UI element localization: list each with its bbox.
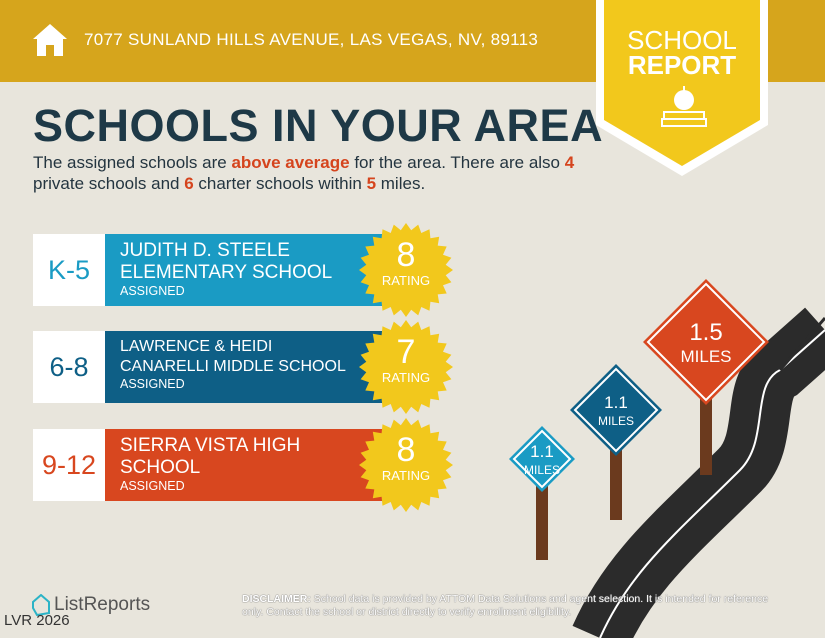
apple-books-icon [661, 86, 707, 127]
rating: 7 RATING [381, 333, 431, 385]
school-info: JUDITH D. STEELE ELEMENTARY SCHOOL ASSIG… [105, 234, 395, 306]
sign-value: 1.5 [689, 319, 722, 346]
rating-starburst [359, 418, 453, 512]
school-status: ASSIGNED [120, 377, 185, 391]
school-name: SIERRA VISTA HIGH SCHOOL [120, 435, 301, 478]
school-row: K-5 JUDITH D. STEELE ELEMENTARY SCHOOL A… [33, 234, 395, 306]
school-status: ASSIGNED [120, 479, 185, 493]
rating-starburst [359, 223, 453, 317]
school-info: LAWRENCE & HEIDI CANARELLI MIDDLE SCHOOL… [105, 331, 395, 403]
rating: 8 RATING [381, 431, 431, 483]
distance-sign: 1.1 MILES [570, 364, 662, 520]
logo-icon [32, 594, 50, 616]
sign-diamond [570, 364, 662, 456]
description: The assigned schools are above average f… [33, 153, 575, 193]
sign-unit: MILES [598, 414, 634, 428]
grade-range: 6-8 [33, 331, 105, 403]
school-report-badge [596, 0, 768, 176]
sign-diamond [643, 279, 769, 405]
school-name: JUDITH D. STEELE ELEMENTARY SCHOOL [120, 240, 333, 283]
school-status: ASSIGNED [120, 284, 185, 298]
sign-value: 1.1 [530, 442, 554, 461]
school-row: 6-8 LAWRENCE & HEIDI CANARELLI MIDDLE SC… [33, 331, 395, 403]
rating-starburst [359, 320, 453, 414]
distance-sign: 1.5 MILES [643, 279, 769, 475]
watermark: LVR 2026 [4, 612, 70, 629]
sign-unit: MILES [524, 463, 560, 477]
disclaimer: DISCLAIMER: School data is provided by A… [242, 593, 769, 618]
road-line [599, 329, 825, 638]
page-title: SCHOOLS IN YOUR AREA [33, 100, 604, 151]
sign-diamond [509, 426, 575, 492]
school-info: SIERRA VISTA HIGH SCHOOL ASSIGNED [105, 429, 395, 501]
school-name: LAWRENCE & HEIDI CANARELLI MIDDLE SCHOOL [120, 338, 346, 375]
school-row: 9-12 SIERRA VISTA HIGH SCHOOL ASSIGNED [33, 429, 395, 501]
grade-range: K-5 [33, 234, 105, 306]
grade-range: 9-12 [33, 429, 105, 501]
sign-value: 1.1 [604, 393, 628, 412]
distance-sign: 1.1 MILES [509, 426, 575, 560]
badge-text: SCHOOL REPORT [627, 25, 737, 80]
rating: 8 RATING [381, 236, 431, 288]
sign-unit: MILES [680, 347, 731, 366]
property-address: 7077 SUNLAND HILLS AVENUE, LAS VEGAS, NV… [84, 30, 539, 49]
home-icon [33, 24, 67, 56]
listreports-logo: ListReports [32, 594, 150, 616]
road-illustration: 1.1 MILES 1.1 MILES 1.5 MILES [509, 279, 825, 638]
